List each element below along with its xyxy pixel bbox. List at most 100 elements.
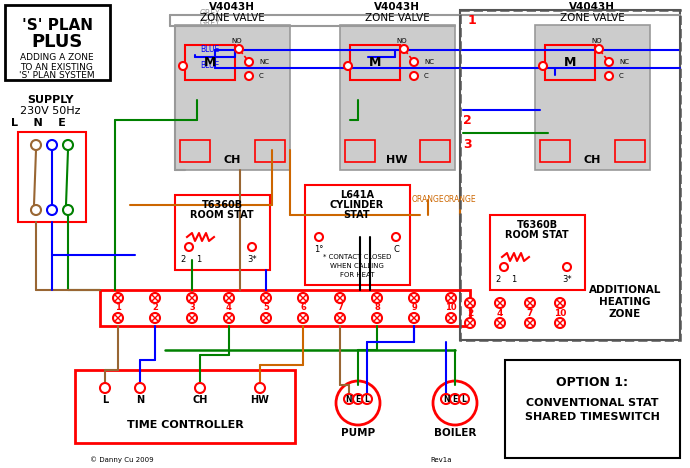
Text: 'S' PLAN: 'S' PLAN: [21, 17, 92, 32]
Text: CH: CH: [583, 155, 601, 165]
Text: V4043H: V4043H: [569, 2, 615, 12]
Text: 3*: 3*: [562, 275, 572, 284]
Text: 4: 4: [497, 308, 503, 317]
Circle shape: [63, 205, 73, 215]
Text: 'S' PLAN SYSTEM: 'S' PLAN SYSTEM: [19, 72, 95, 80]
Text: STAT: STAT: [344, 210, 371, 220]
Text: L    N    E: L N E: [10, 118, 66, 128]
Circle shape: [261, 313, 271, 323]
Text: 7: 7: [337, 304, 343, 313]
Text: PUMP: PUMP: [341, 428, 375, 438]
Text: * CONTACT CLOSED: * CONTACT CLOSED: [323, 254, 391, 260]
Circle shape: [335, 293, 345, 303]
Text: 2: 2: [180, 255, 186, 263]
Text: ZONE VALVE: ZONE VALVE: [199, 13, 264, 23]
Text: ROOM STAT: ROOM STAT: [190, 210, 254, 220]
Text: E: E: [453, 395, 457, 403]
Circle shape: [47, 205, 57, 215]
Text: N: N: [443, 395, 449, 403]
Text: M: M: [369, 56, 381, 68]
Text: L: L: [102, 395, 108, 405]
Text: ORANGE: ORANGE: [412, 196, 444, 205]
Text: CONVENTIONAL STAT: CONVENTIONAL STAT: [526, 398, 658, 408]
Circle shape: [409, 293, 419, 303]
Text: NO: NO: [592, 38, 602, 44]
Text: 4: 4: [226, 304, 232, 313]
Circle shape: [315, 233, 323, 241]
Circle shape: [433, 381, 477, 425]
Text: 6: 6: [300, 304, 306, 313]
Text: HEATING: HEATING: [599, 297, 651, 307]
Text: 2: 2: [467, 308, 473, 317]
Circle shape: [187, 293, 197, 303]
Circle shape: [113, 293, 123, 303]
Circle shape: [525, 318, 535, 328]
Text: BLUE: BLUE: [200, 45, 219, 54]
Text: Rev1a: Rev1a: [430, 457, 451, 463]
Text: SHARED TIMESWITCH: SHARED TIMESWITCH: [524, 412, 660, 422]
Text: WHEN CALLING: WHEN CALLING: [330, 263, 384, 269]
Circle shape: [47, 140, 57, 150]
Circle shape: [31, 140, 41, 150]
Text: V4043H: V4043H: [209, 2, 255, 12]
Text: C: C: [424, 73, 428, 79]
Circle shape: [446, 313, 456, 323]
FancyBboxPatch shape: [175, 25, 290, 170]
Text: 9: 9: [411, 304, 417, 313]
Circle shape: [459, 394, 469, 404]
Circle shape: [150, 293, 160, 303]
Text: ADDITIONAL: ADDITIONAL: [589, 285, 661, 295]
Text: ZONE VALVE: ZONE VALVE: [364, 13, 429, 23]
Circle shape: [441, 394, 451, 404]
Text: 1: 1: [468, 14, 477, 27]
Text: NO: NO: [232, 38, 242, 44]
Text: SUPPLY: SUPPLY: [27, 95, 73, 105]
Circle shape: [224, 313, 234, 323]
Text: © Danny Cu 2009: © Danny Cu 2009: [90, 457, 154, 463]
Text: BLUE: BLUE: [200, 60, 219, 70]
Circle shape: [605, 72, 613, 80]
Circle shape: [410, 72, 418, 80]
Text: 10: 10: [554, 308, 566, 317]
Text: CH: CH: [193, 395, 208, 405]
Text: 1: 1: [511, 275, 517, 284]
Circle shape: [261, 293, 271, 303]
Text: NC: NC: [424, 59, 434, 65]
Circle shape: [500, 263, 508, 271]
Text: ZONE VALVE: ZONE VALVE: [560, 13, 624, 23]
Text: 230V 50Hz: 230V 50Hz: [20, 106, 80, 116]
Circle shape: [410, 58, 418, 66]
Circle shape: [135, 383, 145, 393]
Circle shape: [465, 298, 475, 308]
Text: CH: CH: [224, 155, 241, 165]
Text: L641A: L641A: [340, 190, 374, 200]
Text: CYLINDER: CYLINDER: [330, 200, 384, 210]
Circle shape: [595, 45, 603, 53]
Circle shape: [563, 263, 571, 271]
Text: C: C: [619, 73, 624, 79]
Text: NC: NC: [619, 59, 629, 65]
Circle shape: [31, 205, 41, 215]
Text: V4043H: V4043H: [374, 2, 420, 12]
Circle shape: [372, 313, 382, 323]
Text: T6360B: T6360B: [516, 220, 558, 230]
Text: ORANGE: ORANGE: [444, 196, 476, 205]
Text: TIME CONTROLLER: TIME CONTROLLER: [127, 420, 244, 430]
Circle shape: [362, 394, 372, 404]
Text: C: C: [393, 244, 399, 254]
Text: TO AN EXISTING: TO AN EXISTING: [21, 63, 93, 72]
Text: N: N: [136, 395, 144, 405]
Circle shape: [409, 313, 419, 323]
Text: ZONE: ZONE: [609, 309, 641, 319]
Circle shape: [248, 243, 256, 251]
Circle shape: [392, 233, 400, 241]
Circle shape: [187, 313, 197, 323]
Circle shape: [400, 45, 408, 53]
Text: L: L: [364, 395, 369, 403]
Circle shape: [224, 293, 234, 303]
Circle shape: [555, 298, 565, 308]
Text: 2: 2: [495, 275, 501, 284]
Text: FOR HEAT: FOR HEAT: [339, 272, 374, 278]
FancyBboxPatch shape: [340, 25, 455, 170]
FancyBboxPatch shape: [535, 25, 650, 170]
